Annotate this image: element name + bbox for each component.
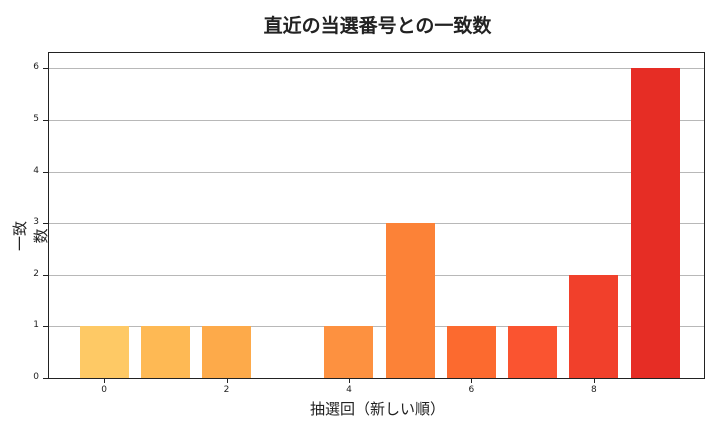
gridline — [49, 274, 704, 276]
y-tick-label: 0 — [33, 372, 39, 382]
y-tick — [43, 378, 48, 379]
gridline — [49, 120, 704, 122]
y-tick — [43, 68, 48, 70]
y-tick-label: 4 — [33, 165, 39, 176]
x-tick — [471, 378, 473, 383]
gridline — [49, 223, 704, 225]
x-tick-label: 8 — [590, 385, 597, 395]
bar-5 — [385, 223, 435, 378]
y-tick — [43, 120, 48, 122]
y-tick — [43, 326, 48, 328]
x-tick — [226, 378, 228, 383]
bar-8 — [569, 274, 619, 378]
x-tick — [348, 378, 350, 383]
y-tick — [43, 171, 48, 173]
bar-9 — [630, 68, 680, 378]
y-tick-label: 5 — [33, 114, 39, 125]
bar-1 — [140, 326, 190, 378]
gridline — [49, 68, 704, 70]
y-tick-label: 6 — [33, 62, 39, 73]
x-tick-label: 0 — [101, 385, 107, 395]
bar-4 — [324, 326, 374, 378]
plot-area: 0 1 2 3 4 5 6 0 2 4 6 8 — [33, 52, 705, 395]
x-tick-label: 4 — [346, 385, 352, 395]
gridline — [49, 171, 704, 173]
x-tick — [593, 378, 595, 383]
x-tick-label: 6 — [468, 385, 475, 395]
y-tick — [43, 274, 48, 276]
bar-0 — [79, 326, 129, 378]
chart-title: 直近の当選番号との一致数 — [263, 15, 492, 37]
gridline — [49, 326, 704, 328]
x-axis-label: 抽選回（新しい順） — [309, 400, 445, 418]
y-tick-label: 3 — [33, 217, 39, 228]
y-tick-label: 2 — [33, 268, 39, 279]
y-tick — [43, 223, 48, 225]
bar-2 — [202, 326, 252, 378]
y-tick-label: 1 — [33, 320, 39, 331]
bar-7 — [508, 326, 558, 378]
bar-6 — [446, 326, 496, 378]
x-tick-label: 2 — [223, 385, 230, 395]
x-tick — [104, 378, 106, 383]
